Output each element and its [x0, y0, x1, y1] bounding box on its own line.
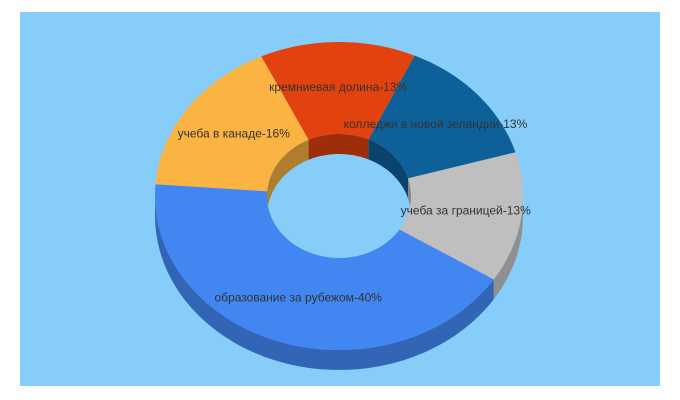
slice-label: учеба в канаде-16% [178, 127, 291, 141]
slice [261, 42, 415, 140]
slice [368, 55, 516, 179]
slice-inner-wall [267, 139, 309, 212]
slice-label: учеба за границей-13% [401, 203, 531, 217]
slice [399, 152, 523, 280]
slice-label: кремниевая долина-13% [269, 80, 407, 94]
slice-label: колледжи в новой зеландии-13% [344, 117, 528, 131]
slice [155, 56, 309, 192]
slice-side [155, 196, 494, 370]
slice [155, 184, 494, 350]
slice-inner-wall [368, 139, 409, 199]
slice-inner-wall [308, 134, 369, 160]
slice-side [493, 196, 523, 300]
slice-label: образование за рубежом-40% [214, 291, 382, 305]
